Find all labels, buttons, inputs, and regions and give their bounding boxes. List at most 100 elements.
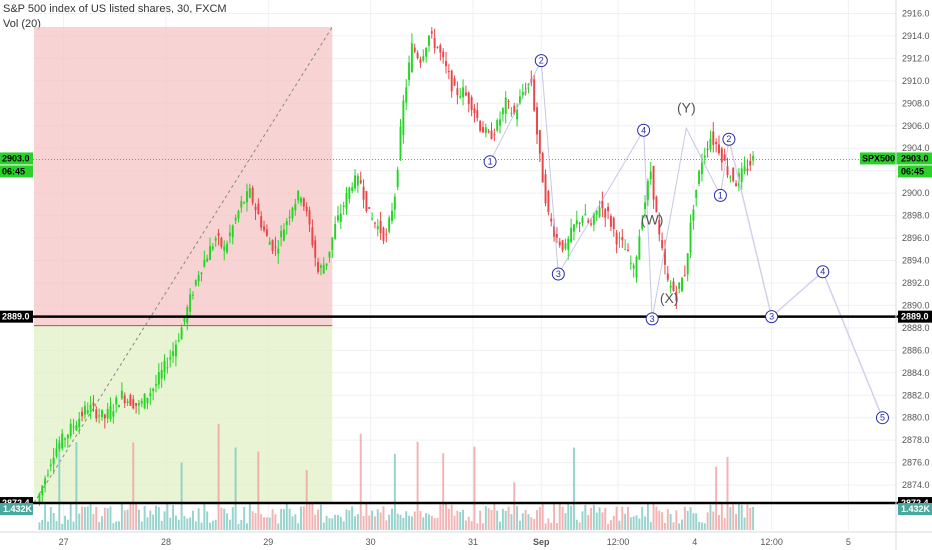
volume-bar [510, 514, 513, 530]
candle-body [567, 238, 570, 250]
candle-body [277, 248, 280, 254]
candle-body [618, 237, 621, 239]
candle-body [433, 37, 436, 49]
candle-body [209, 246, 211, 260]
volume-bar [496, 510, 499, 530]
candle-body [592, 213, 595, 225]
volume-bar [581, 511, 584, 530]
volume-bar [189, 517, 192, 530]
candle-body [89, 404, 92, 410]
candle-body [570, 227, 573, 243]
y-tick-label: 2890.0 [902, 300, 930, 310]
candle-body [86, 410, 89, 414]
candle-body [700, 162, 703, 175]
candle-body [64, 438, 66, 440]
volume-bar [61, 523, 64, 530]
candle-body [558, 241, 561, 246]
candle-body [322, 264, 325, 274]
candle-body [155, 384, 157, 386]
chart-title: S&P 500 index of US listed shares, 30, F… [3, 3, 227, 15]
candle-body [319, 265, 322, 268]
volume-bar [220, 507, 223, 530]
volume-bar [280, 508, 283, 530]
candle-body [95, 409, 98, 419]
volume-bar [83, 507, 86, 530]
volume-bar [732, 504, 735, 530]
volume-bar [504, 510, 507, 530]
candle-body [203, 259, 206, 267]
volume-bar [618, 520, 621, 530]
wave-label-label: 1 [488, 157, 493, 167]
volume-bar [490, 510, 493, 530]
volume-bar [200, 522, 203, 530]
candle-body [518, 96, 521, 104]
candle-body [109, 406, 112, 420]
candle-body [92, 402, 95, 406]
volume-bar [575, 519, 578, 530]
volume-bar [234, 447, 237, 530]
volume-bar [527, 514, 530, 530]
candle-body [271, 240, 274, 251]
candle-body [649, 171, 652, 180]
candle-body [393, 196, 396, 210]
candle-body [157, 372, 160, 385]
volume-bar [382, 506, 385, 530]
candle-body [521, 92, 524, 95]
x-tick-label: 28 [161, 537, 171, 547]
volume-bar [311, 503, 314, 530]
projection-label [875, 411, 889, 425]
volume-bar [405, 511, 408, 530]
candle-body [655, 196, 658, 213]
candle-body [450, 70, 453, 92]
volume-bar [615, 506, 618, 530]
countdown-tag-left-label: 06:45 [2, 166, 25, 176]
candle-body [294, 203, 297, 211]
volume-bar [524, 510, 527, 530]
candle-body [379, 220, 382, 234]
volume-bar [169, 517, 172, 530]
volume-bar [271, 509, 274, 530]
candle-body [385, 234, 388, 236]
volume-bar [177, 519, 180, 530]
candle-body [376, 225, 379, 230]
candle-body [223, 246, 226, 251]
volume-bar [402, 517, 405, 530]
wave-label [713, 188, 727, 202]
candle-body [487, 131, 490, 133]
wave-label-label: 4 [641, 125, 646, 135]
candle-body [348, 187, 351, 199]
volume-bar [166, 503, 169, 530]
volume-bar [98, 522, 101, 530]
volume-bar [302, 506, 305, 530]
wave-text-label: (X) [660, 290, 679, 306]
candle-body [564, 243, 567, 249]
volume-bar [516, 506, 519, 530]
volume-bar [288, 508, 291, 530]
volume-bar [533, 518, 536, 530]
y-tick-label: 2894.0 [902, 256, 930, 266]
volume-bar [720, 504, 723, 530]
candle-body [314, 240, 317, 258]
volume-bar [752, 506, 755, 530]
candle-body [473, 108, 476, 114]
volume-bar [277, 523, 280, 530]
volume-bar [587, 514, 590, 530]
volume-bar [507, 506, 510, 530]
volume-bar [294, 514, 297, 530]
wave-label-label: 3 [650, 314, 655, 324]
volume-bar [470, 521, 473, 530]
volume-bar [46, 521, 49, 530]
volume-bar [214, 519, 217, 530]
candle-body [740, 168, 743, 183]
y-tick-label: 2876.0 [902, 458, 930, 468]
volume-bar [536, 510, 538, 530]
candle-body [663, 248, 666, 265]
volume-bar [695, 513, 698, 530]
candle-body [388, 217, 391, 232]
candle-body [607, 206, 610, 212]
candle-body [243, 202, 246, 204]
projection-path [728, 139, 884, 418]
volume-bar [183, 515, 186, 530]
volume-bar [456, 510, 459, 530]
